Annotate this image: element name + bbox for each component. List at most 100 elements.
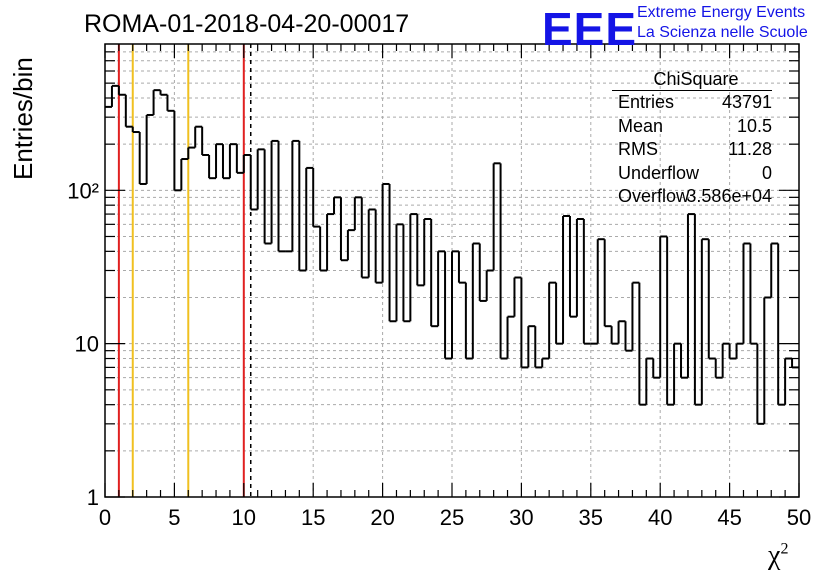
stats-row-entries: Entries 43791 [612,91,772,115]
x-tick-label: 5 [168,505,180,530]
x-axis-label: χ2 [768,540,789,571]
histogram-bin [749,243,758,345]
histogram-bin [617,320,626,344]
histogram-bin [721,342,730,378]
stats-value: 10.5 [736,115,772,136]
histogram-bin [707,239,716,360]
histogram-bin [680,343,688,379]
histogram-bin [381,182,390,283]
histogram-bin [791,358,799,369]
histogram-bin [409,213,418,322]
stats-value: 3.586e+04 [686,186,772,206]
histogram-bin [770,242,779,298]
histogram-bin [631,281,640,351]
histogram-bin [242,153,251,173]
logo-line-1: Extreme Energy Events [637,4,806,21]
x-tick-label: 0 [99,505,111,530]
histogram-bin [541,357,550,368]
stats-row-underflow: Underflow 0 [612,162,772,186]
histogram-bin [256,148,265,210]
histogram-bin [333,196,341,215]
histogram-bin [582,219,591,345]
histogram-bin [388,183,397,323]
histogram-bin [298,140,307,272]
histogram-bin [145,113,154,184]
stats-row-rms: RMS 11.28 [612,138,772,162]
histogram-bin [159,90,168,96]
histogram-bin [555,282,564,345]
histogram-bin [339,197,348,262]
histogram-bin [784,357,793,405]
histogram-bin [534,326,543,369]
histogram-bin [277,140,286,253]
histogram-bin [110,84,119,107]
histogram-bin [451,250,459,359]
x-tick-label: 20 [370,505,394,530]
axis-ticks [104,44,800,498]
histogram-bin [735,342,744,359]
histogram-bin [659,235,668,378]
histogram-bin [215,143,223,179]
histogram-bin [645,357,654,405]
x-tick-label: 35 [579,505,603,530]
histogram-bin [402,224,411,323]
stats-key: Entries [618,92,675,112]
histogram-bin [652,358,661,379]
grid-lines [105,44,799,497]
histogram-bin [756,343,765,425]
stats-value: 0 [761,162,772,183]
histogram-bin [228,143,237,179]
histogram-bin [166,94,175,112]
eee-logo: EEE [542,3,638,55]
histogram-bin [138,132,147,185]
histogram-bin [444,251,452,360]
histogram-bin [520,277,529,369]
histogram-bin [492,162,501,271]
histogram-bin [499,163,508,360]
histogram-bin [728,343,737,360]
histogram-bin [374,209,383,284]
histogram-bin [235,144,244,174]
x-tick-label: 50 [787,505,811,530]
histogram-bin [131,126,140,134]
histogram-bin [478,243,487,302]
x-tick-labels: 0 5 10 15 20 25 30 35 40 45 50 [99,505,811,530]
stats-box: ChiSquare Entries 43791 Mean 10.5 RMS 11… [612,68,772,209]
histogram-bin [575,218,584,317]
stats-title: ChiSquare [612,68,772,91]
stats-key: Mean [618,115,664,136]
x-tick-label: 45 [717,505,741,530]
histogram-bin [270,139,279,244]
histogram-bin [506,315,515,359]
histogram-bin [624,321,633,352]
y-tick-labels: 1 10 10² [67,178,99,510]
histogram-bin [249,154,258,211]
histogram-bin [513,276,522,317]
stats-key: RMS [618,139,658,159]
histogram-bin [208,154,217,180]
y-tick-label: 10² [67,178,99,203]
histogram-bars [105,84,799,425]
stats-key: Underflow [618,162,700,183]
stats-row-overflow: Overflow 3.586e+04 [612,185,772,209]
histogram-bin [693,214,702,406]
histogram-bin [437,250,446,327]
histogram-bin [548,281,557,359]
histogram-bin [312,167,321,228]
histogram-bin [201,126,210,156]
x-tick-label: 10 [232,505,256,530]
histogram-bin [638,282,647,406]
histogram-bin [485,269,494,301]
histogram-bin [527,325,536,368]
stats-value: 43791 [721,92,772,112]
histogram-bin [152,89,161,115]
histogram-bin [187,146,196,160]
histogram-bin [360,197,369,279]
histogram-bin [777,243,786,406]
histogram-bin [221,144,230,180]
y-tick-label: 1 [87,485,99,510]
histogram-bin [673,342,682,405]
histogram-bin [263,149,272,245]
y-axis-label: Entries/bin [8,57,38,180]
